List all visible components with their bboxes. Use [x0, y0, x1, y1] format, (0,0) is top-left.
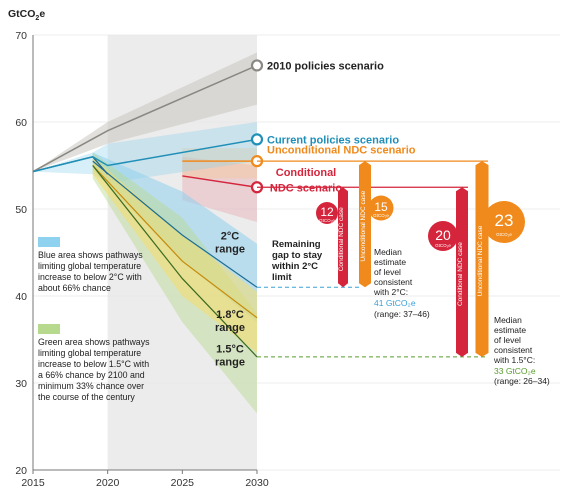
range-2c-line1: 2°C: [221, 230, 240, 242]
legend-green-text: minimum 33% chance over: [38, 381, 144, 391]
y-tick-label: 70: [15, 30, 27, 42]
gap-unit-0: GtCO₂e: [319, 218, 335, 223]
remaining-gap-text: Remaining: [272, 239, 321, 250]
band-0: [33, 52, 257, 172]
series-line-0: [32, 64, 258, 173]
gap-bar-0: [338, 187, 348, 288]
gap-circle-0: [316, 202, 338, 224]
chart-labels: 2010 policies scenario Current policies s…: [215, 60, 550, 386]
median-2c-text: estimate: [374, 257, 406, 267]
gap-bar-2: [456, 187, 468, 357]
target-2c-range: (range: 37–46): [374, 309, 430, 319]
series-line-3: [182, 175, 258, 188]
x-tick-label: 2020: [96, 477, 120, 489]
gap-bar-label-0: Conditional NDC case: [338, 207, 345, 271]
remaining-gap-text: within 2°C: [271, 261, 318, 272]
y-tick-label: 50: [15, 204, 27, 216]
gap-bar-label-1: Unconditional NDC case: [360, 190, 367, 261]
series-end-marker: [250, 133, 264, 146]
range-15c-line1: 1.5°C: [216, 344, 244, 356]
x-tick-label: 2015: [21, 477, 45, 489]
median-2c-text: with 2°C:: [373, 287, 408, 297]
median-15c-text: Median: [494, 315, 522, 325]
label-conditional-ndc-2: NDC scenario: [270, 182, 342, 194]
gap-value-1: 15: [374, 200, 388, 214]
remaining-gap-text: gap to stay: [272, 250, 323, 261]
range-15c-line2: range: [215, 357, 245, 369]
y-tick-label: 30: [15, 378, 27, 390]
y-axis-label: GtCO2e: [8, 8, 45, 22]
gap-unit-2: GtCO₂e: [435, 243, 451, 248]
target-2c-value: 41 GtCO₂e: [374, 298, 416, 308]
gap-bar-label-3: Unconditional NDC case: [477, 225, 484, 296]
median-15c-text: with 1.5°C:: [493, 355, 535, 365]
legend-green-text: limiting global temperature: [38, 348, 141, 358]
y-tick-label: 40: [15, 291, 27, 303]
band-5: [92, 156, 257, 353]
label-unconditional-ndc: Unconditional NDC scenario: [267, 144, 416, 156]
y-tick-label: 60: [15, 117, 27, 129]
gap-bar-3: [475, 161, 489, 357]
range-18c-line2: range: [215, 322, 245, 334]
series-line-5: [92, 165, 258, 319]
gap-value-0: 12: [320, 205, 334, 219]
median-15c-text: consistent: [494, 345, 533, 355]
series-line-4: [92, 160, 258, 288]
label-2010-policies: 2010 policies scenario: [267, 60, 384, 72]
label-current-policies: Current policies scenario: [267, 134, 399, 146]
series-end-marker: [250, 59, 264, 72]
median-2c-text: of level: [374, 267, 401, 277]
legend-green-text: a 66% chance by 2100 and: [38, 370, 145, 380]
legend-green-text: increase to below 1.5°C with: [38, 359, 149, 369]
median-2c-text: consistent: [374, 277, 413, 287]
target-15c-value: 33 GtCO₂e: [494, 366, 536, 376]
x-tick-label: 2025: [171, 477, 195, 489]
legend-blue-text: about 66% chance: [38, 283, 111, 293]
median-2c-text: Median: [374, 247, 402, 257]
gap-value-3: 23: [495, 211, 514, 230]
gap-bar-label-2: Conditional NDC case: [457, 242, 464, 306]
legend-green-text: Green area shows pathways: [38, 337, 150, 347]
band-1: [33, 122, 257, 183]
x-tick-label: 2030: [245, 477, 269, 489]
median-15c-text: of level: [494, 335, 521, 345]
legend-green-text: the course of the century: [38, 392, 135, 402]
gap-circle-1: [368, 195, 394, 221]
remaining-gap-text: limit: [272, 272, 292, 283]
series-line-1: [32, 138, 258, 173]
legend-green-swatch: [38, 324, 60, 334]
gap-circle-2: [428, 221, 458, 251]
gap-unit-1: GtCO₂e: [373, 213, 389, 218]
range-18c-line1: 1.8°C: [216, 309, 244, 321]
gap-unit-3: GtCO₂e: [496, 232, 512, 237]
gap-bars: Conditional NDC case Unconditional NDC ca…: [316, 161, 525, 357]
legend-blue-text: limiting global temperature: [38, 261, 141, 271]
range-2c-line2: range: [215, 243, 245, 255]
legend-blue-swatch: [38, 237, 60, 247]
band-2: [182, 148, 257, 179]
series-line-6: [92, 165, 258, 358]
legend-blue-text: increase to below 2°C with: [38, 272, 142, 282]
gap-circle-3: [483, 201, 525, 243]
scenario-lines: [32, 59, 488, 358]
gap-value-2: 20: [435, 227, 451, 243]
gap-bar-1: [359, 161, 371, 288]
label-conditional-ndc-1: Conditional: [276, 167, 337, 179]
y-tick-label: 20: [15, 465, 27, 477]
legend-blue-text: Blue area shows pathways: [38, 250, 143, 260]
median-15c-text: estimate: [494, 325, 526, 335]
target-15c-range: (range: 26–34): [494, 376, 550, 386]
